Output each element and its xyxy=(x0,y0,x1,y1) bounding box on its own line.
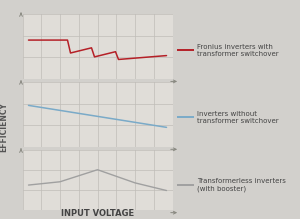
Text: Inverters without
transformer switchover: Inverters without transformer switchover xyxy=(197,111,279,124)
Text: Transformerless inverters
(with booster): Transformerless inverters (with booster) xyxy=(197,178,286,192)
Text: EFFICIENCY: EFFICIENCY xyxy=(0,102,8,152)
Text: INPUT VOLTAGE: INPUT VOLTAGE xyxy=(61,209,134,218)
Text: Fronius inverters with
transformer switchover: Fronius inverters with transformer switc… xyxy=(197,44,279,57)
